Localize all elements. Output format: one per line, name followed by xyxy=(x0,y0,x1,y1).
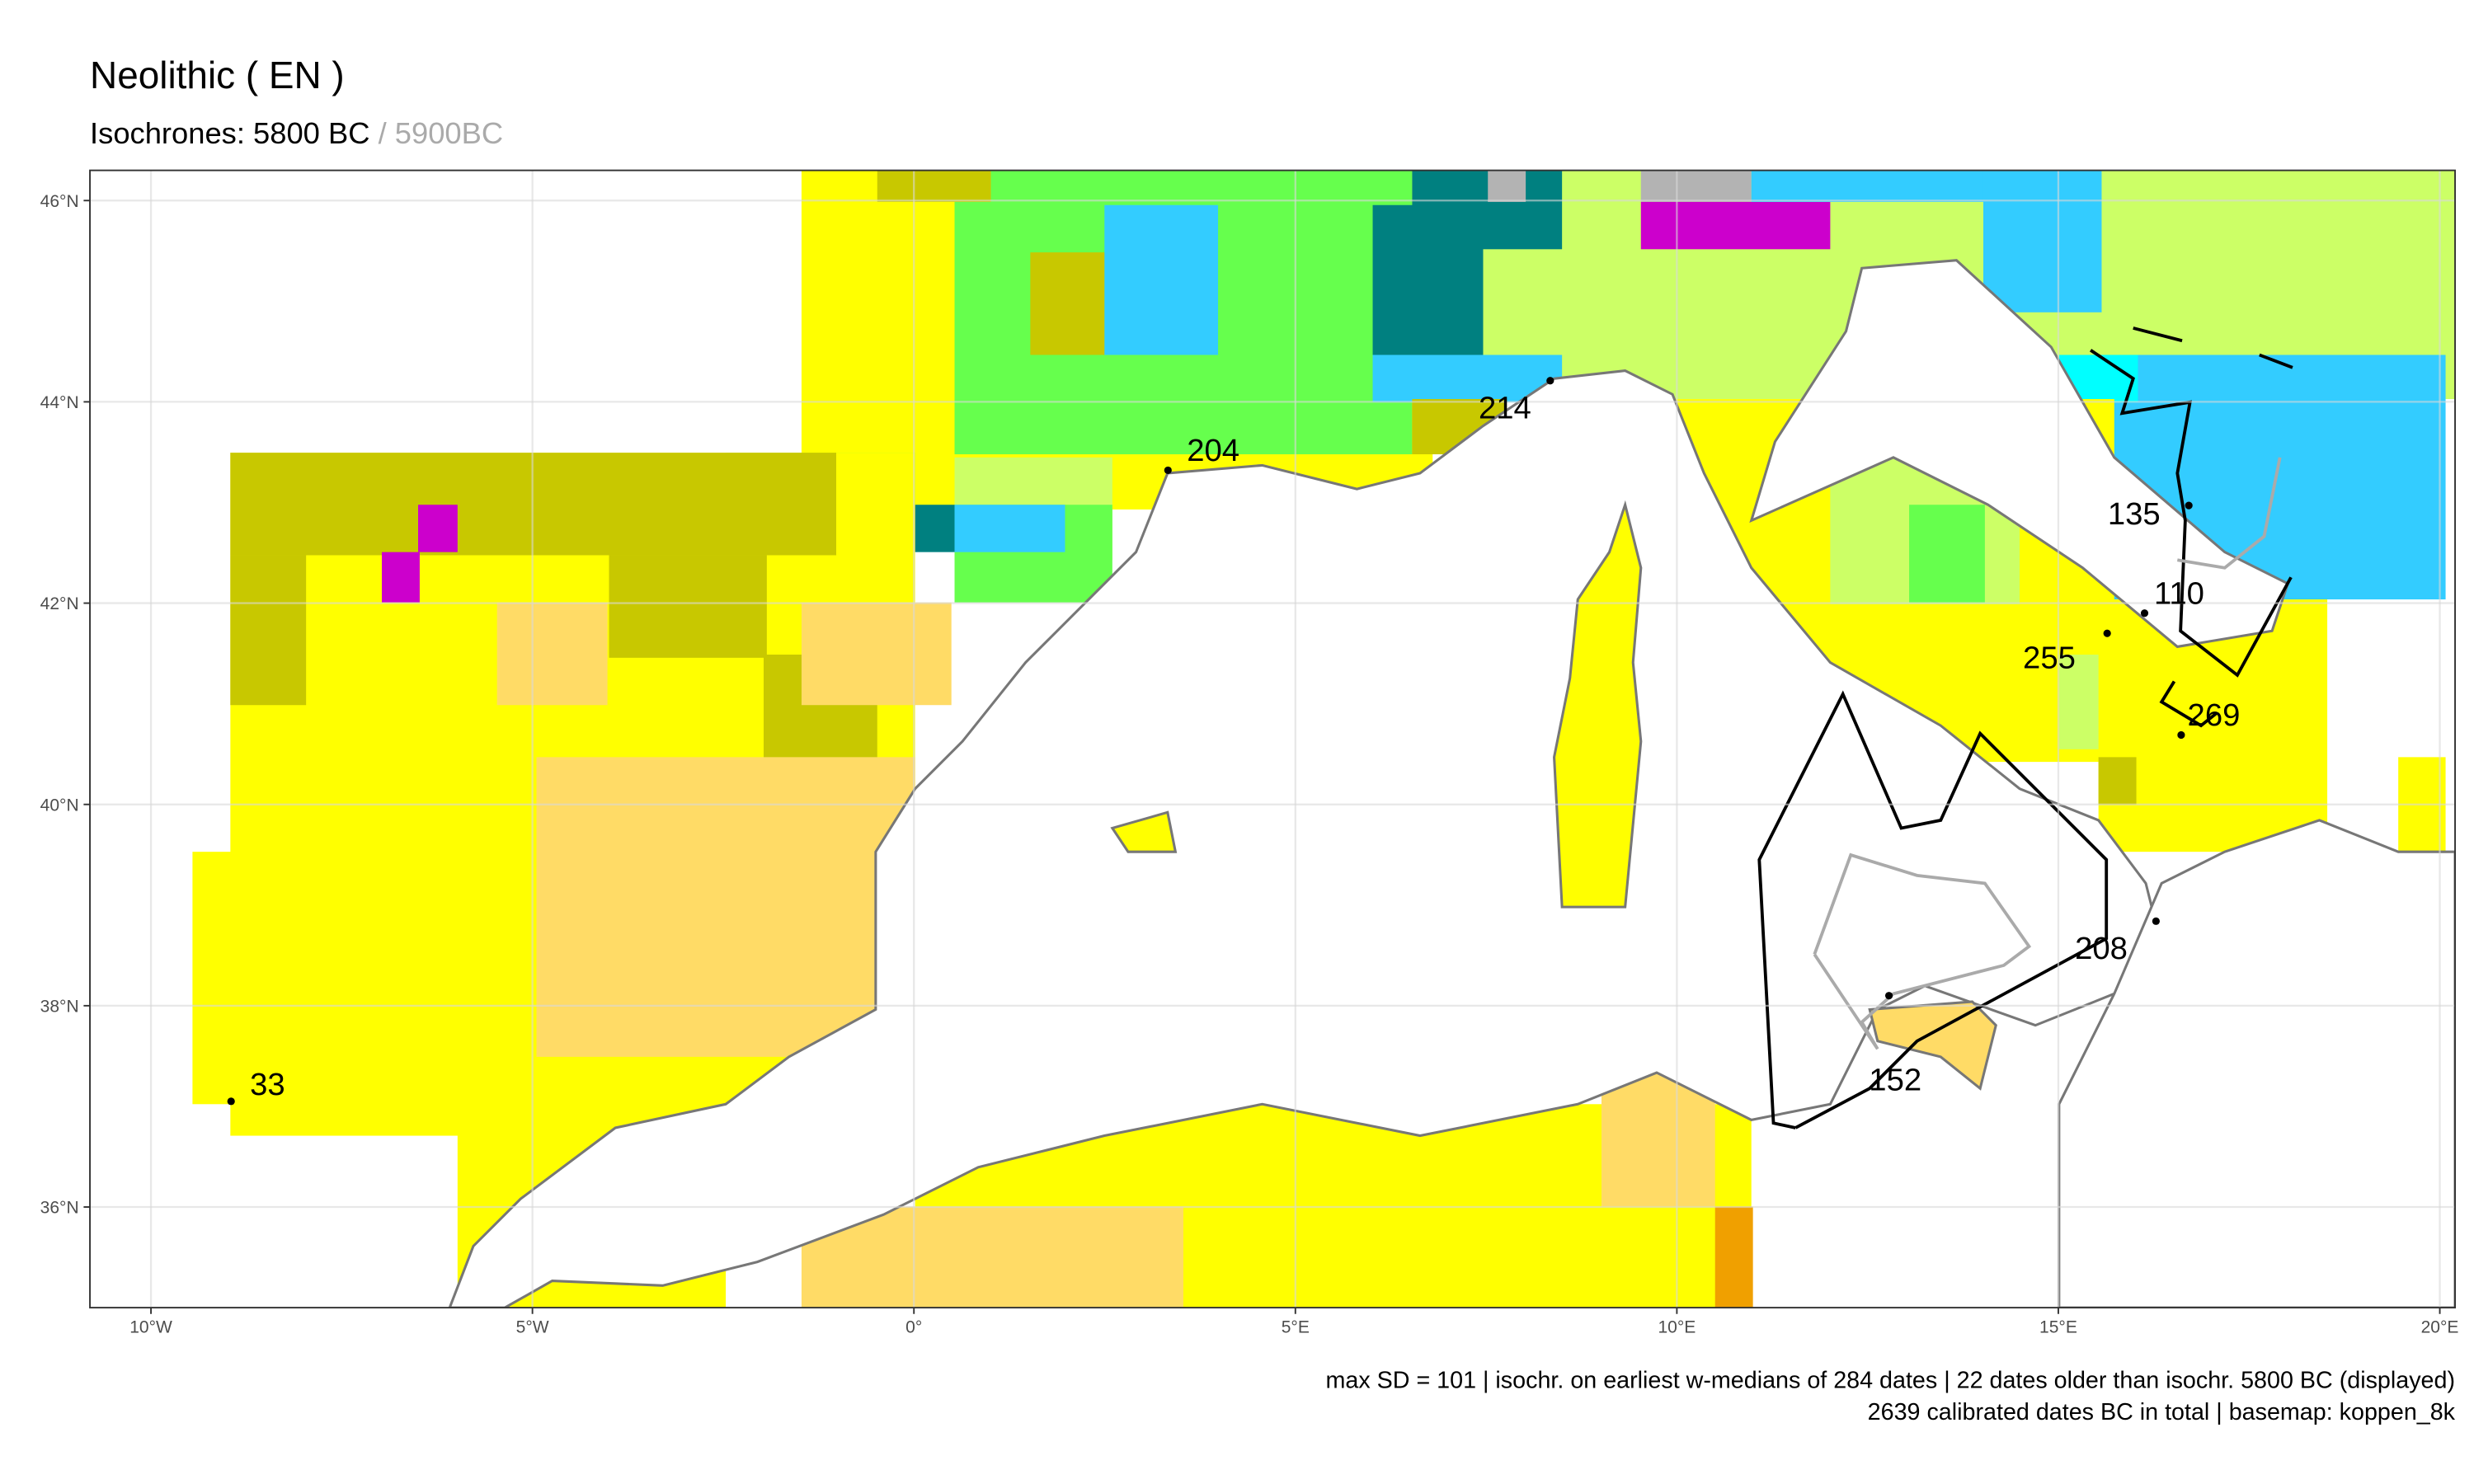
basemap xyxy=(192,170,2456,1308)
y-tick-label: 44°N xyxy=(40,393,79,412)
balearic xyxy=(1110,810,1178,853)
x-tick-label: 10°W xyxy=(129,1318,172,1337)
sardinia-corsica xyxy=(1553,500,1643,909)
site-point xyxy=(2177,730,2185,740)
site-point xyxy=(2185,501,2193,510)
site-point xyxy=(2103,629,2111,637)
y-tick-label: 40°N xyxy=(40,796,79,815)
site-label: 204 xyxy=(1187,433,1239,468)
panel-border xyxy=(89,169,2456,1309)
sea xyxy=(448,369,2163,1308)
y-tick-label: 38°N xyxy=(40,998,79,1017)
subtitle-secondary: / 5900BC xyxy=(379,116,504,150)
site-point xyxy=(1546,377,1554,385)
site-point xyxy=(1164,466,1172,475)
footer-line: 2639 calibrated dates BC in total | base… xyxy=(1868,1399,2456,1425)
site-label: 152 xyxy=(1869,1062,1921,1097)
sicily xyxy=(1868,1000,1997,1091)
site-point xyxy=(2140,609,2149,618)
isochrone-5900 xyxy=(1813,457,2282,1050)
site-point xyxy=(1884,992,1893,1000)
y-tick-label: 36°N xyxy=(40,1199,79,1218)
site-point xyxy=(2152,917,2160,925)
isochrones xyxy=(1757,326,2293,1129)
axes: 10°W 5°W 0° 5°E 10°E 15°E 20°E 46°N 44°N 42°N 40°N… xyxy=(40,170,2459,1337)
x-tick-label: 5°E xyxy=(1282,1318,1310,1337)
footer-line: max SD = 101 | isochr. on earliest w-med… xyxy=(1325,1368,2455,1394)
ionian-sea xyxy=(2058,819,2456,1308)
site-label: 110 xyxy=(2154,575,2204,611)
x-tick-label: 5°W xyxy=(516,1318,549,1337)
x-tick-label: 20°E xyxy=(2421,1318,2459,1337)
site-point xyxy=(227,1097,235,1106)
site-label: 214 xyxy=(1479,391,1531,426)
x-tick-label: 0° xyxy=(905,1318,922,1337)
y-tick-label: 42°N xyxy=(40,594,79,613)
site-label: 269 xyxy=(2188,697,2241,733)
x-tick-label: 10°E xyxy=(1658,1318,1696,1337)
site-label: 255 xyxy=(2023,640,2076,675)
x-tick-label: 15°E xyxy=(2039,1318,2077,1337)
title: Neolithic ( EN ) xyxy=(90,54,345,96)
site-label: 135 xyxy=(2108,496,2161,532)
site-label: 33 xyxy=(250,1067,285,1102)
site-label: 208 xyxy=(2075,931,2128,966)
y-tick-label: 46°N xyxy=(40,192,79,211)
adriatic-sea xyxy=(1749,259,2290,649)
subtitle: Isochrones: 5800 BC / 5900BC xyxy=(90,116,503,150)
subtitle-main: Isochrones: 5800 BC xyxy=(90,116,369,150)
isochrone-5800 xyxy=(1757,326,2293,1129)
